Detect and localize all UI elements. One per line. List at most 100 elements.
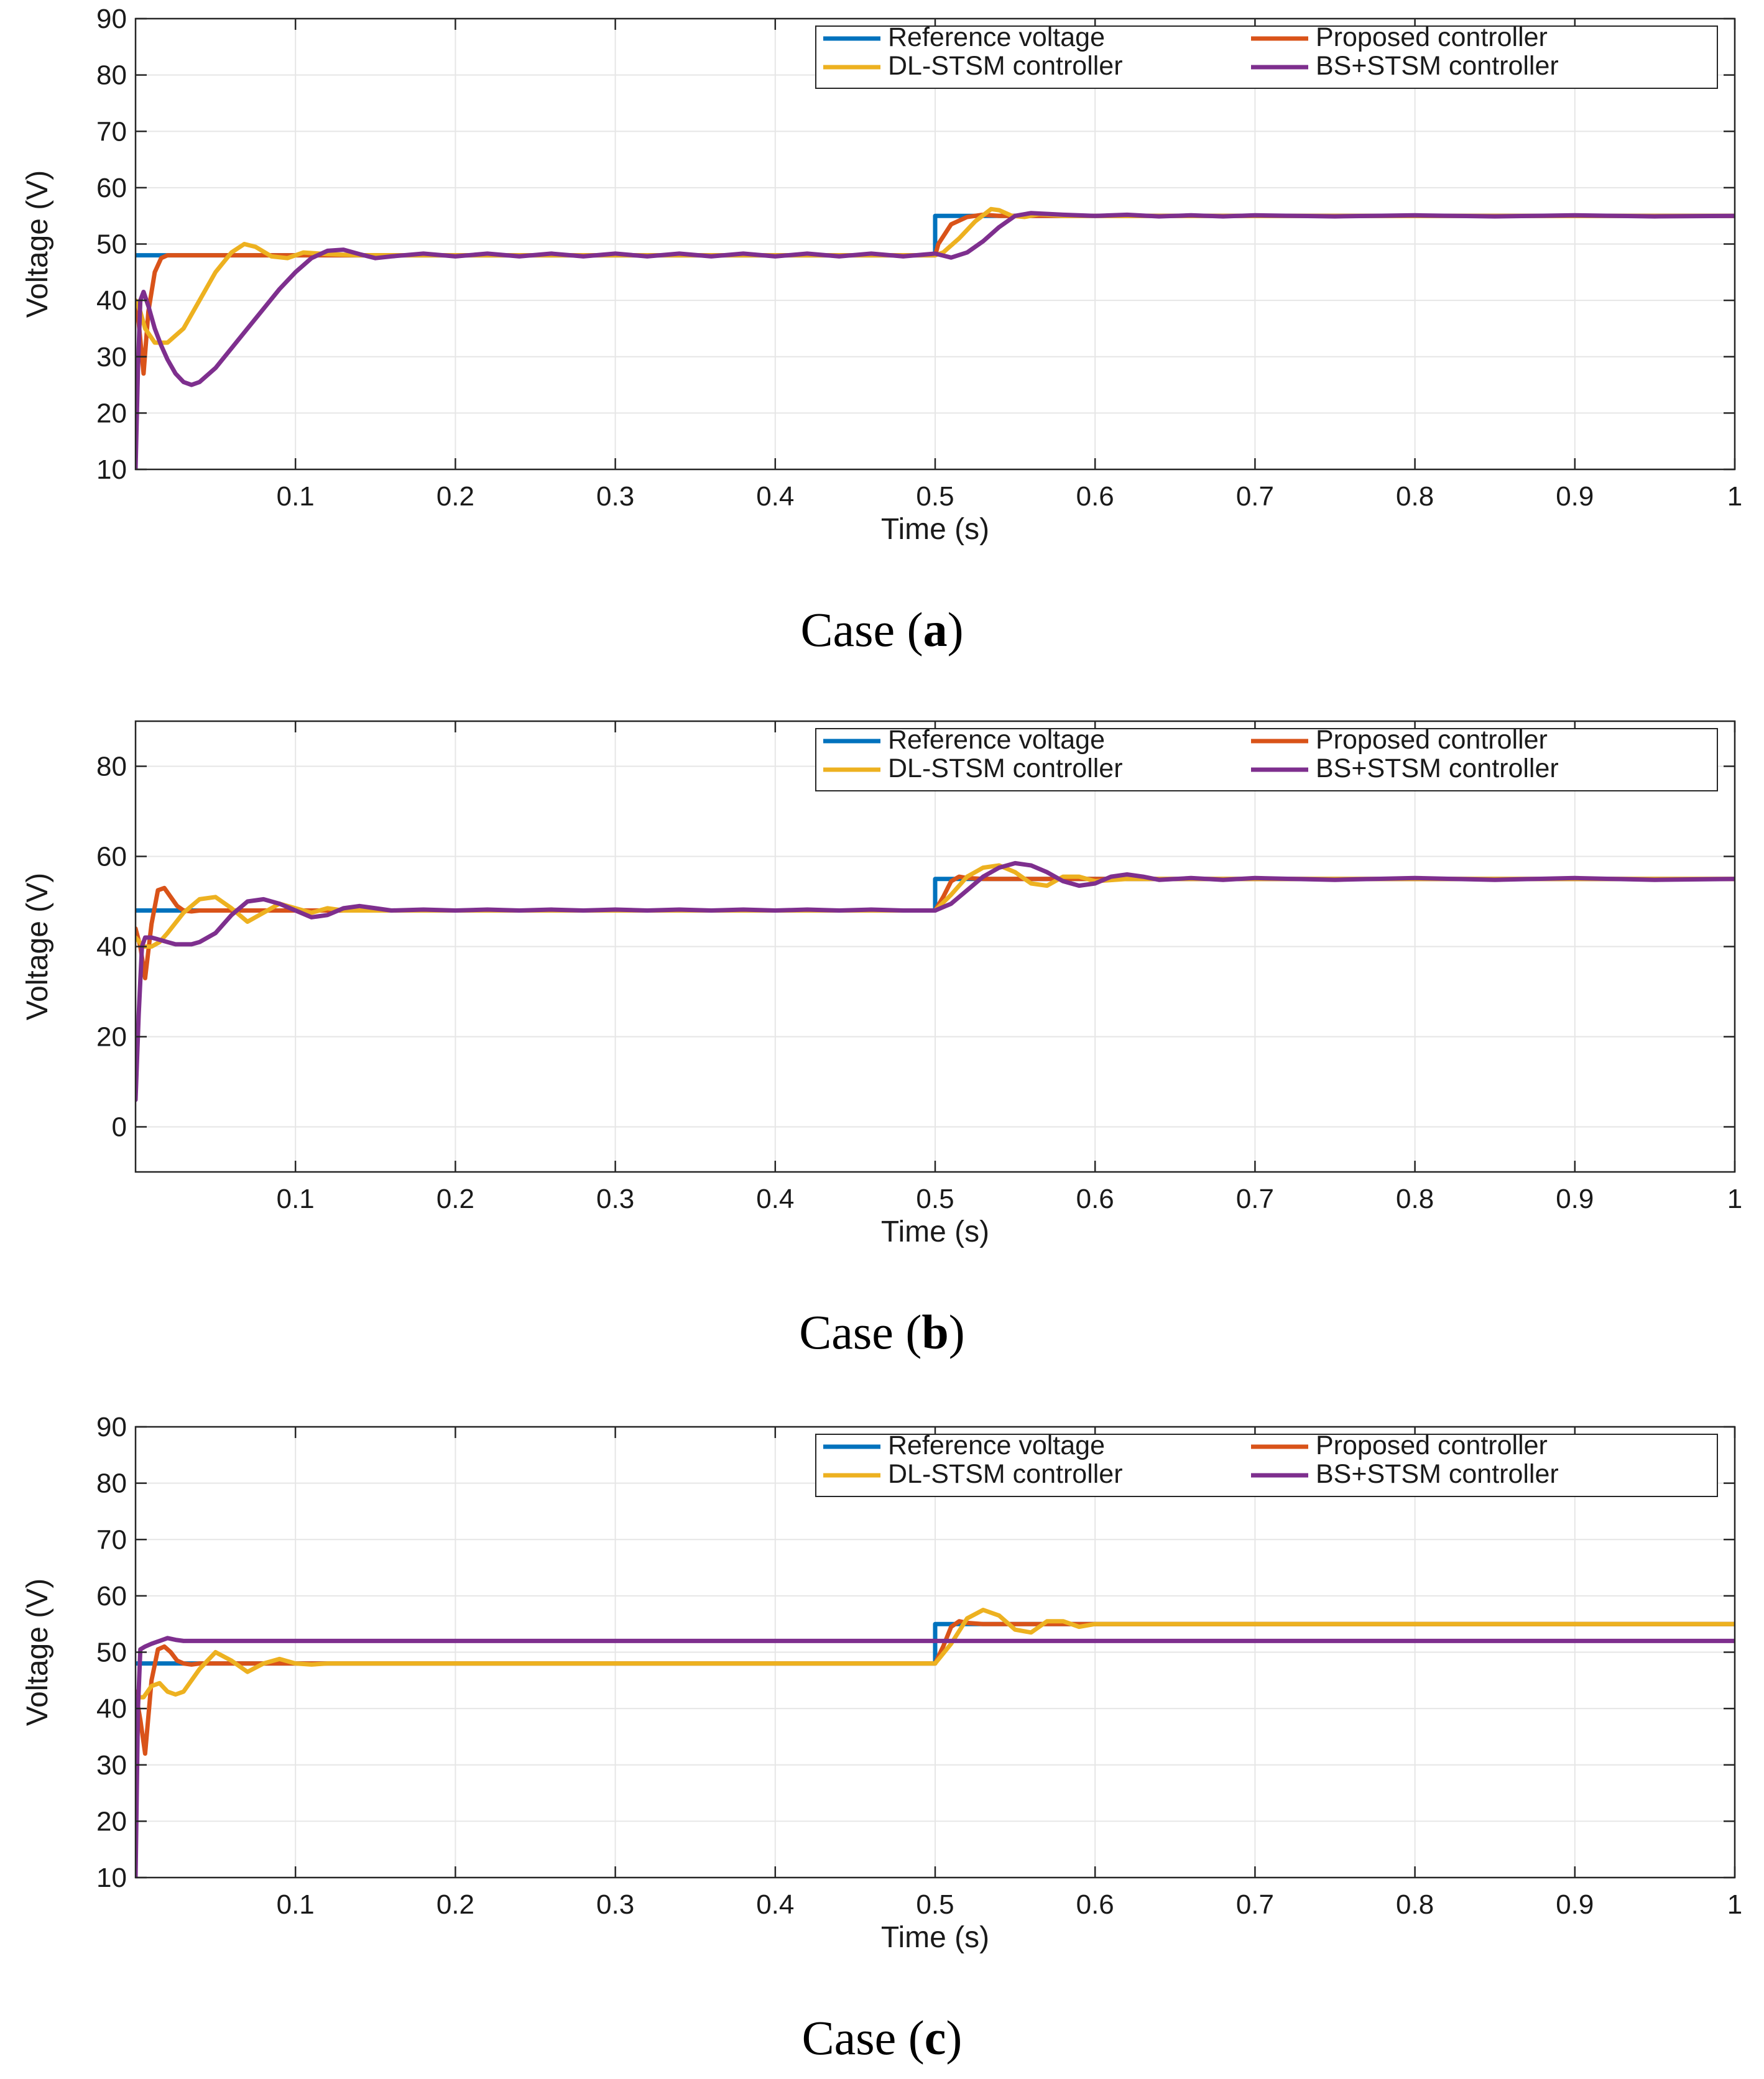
- y-tick-label: 20: [96, 1806, 127, 1837]
- series-line-bs-stsm-controller: [136, 1636, 1735, 1878]
- y-tick-label: 10: [96, 454, 127, 485]
- y-axis-title: Voltage (V): [21, 1579, 54, 1726]
- legend-label: DL-STSM controller: [888, 51, 1123, 81]
- x-tick-label: 0.8: [1396, 1184, 1434, 1214]
- series-line-bs-stsm-controller: [136, 211, 1735, 469]
- legend-label: Proposed controller: [1316, 22, 1548, 52]
- y-axis-title: Voltage (V): [21, 170, 54, 318]
- legend-label: Reference voltage: [888, 725, 1105, 755]
- caption-suffix: ): [946, 2011, 963, 2065]
- legend-label: BS+STSM controller: [1316, 754, 1559, 783]
- caption-prefix: Case (: [800, 602, 923, 657]
- caption-suffix: ): [947, 602, 964, 657]
- x-tick-label: 0.8: [1396, 481, 1434, 512]
- x-tick-label: 0.7: [1236, 1889, 1274, 1920]
- y-tick-label: 0: [112, 1112, 127, 1143]
- legend-label: Reference voltage: [888, 1431, 1105, 1460]
- x-tick-label: 0.8: [1396, 1889, 1434, 1920]
- legend-label: DL-STSM controller: [888, 1459, 1123, 1489]
- x-tick-label: 0.7: [1236, 481, 1274, 512]
- caption-prefix: Case (: [801, 2011, 925, 2065]
- caption-prefix: Case (: [799, 1305, 922, 1359]
- legend: Reference voltage Proposed controller DL-S…: [815, 1431, 1718, 1497]
- legend-item-bs-stsm-controller: BS+STSM controller: [1251, 1459, 1559, 1489]
- grid: [136, 721, 1735, 1172]
- legend-item-reference-voltage: Reference voltage: [823, 1431, 1105, 1460]
- y-tick-label: 90: [96, 1412, 127, 1442]
- x-tick-label: 0.9: [1556, 481, 1594, 512]
- ticks: 0.1 0.2 0.3 0.4 0.5 0.6 0.7 0.8 0.9 1 10 20 30 40 50 60…: [96, 1412, 1742, 1920]
- caption-case-a: Case (a): [0, 602, 1764, 658]
- x-tick-label: 1: [1727, 481, 1742, 512]
- x-tick-label: 0.7: [1236, 1184, 1274, 1214]
- series-group: [136, 860, 1735, 1102]
- x-tick-label: 0.5: [916, 1184, 954, 1214]
- legend-label: Proposed controller: [1316, 725, 1548, 755]
- y-tick-label: 60: [96, 842, 127, 872]
- caption-letter: c: [924, 2011, 946, 2065]
- y-tick-label: 90: [96, 4, 127, 34]
- chart-case-a: 0.1 0.2 0.3 0.4 0.5 0.6 0.7 0.8 0.9 1 10 20 30 40 50 60…: [21, 4, 1742, 546]
- x-tick-label: 0.4: [756, 481, 794, 512]
- x-tick-label: 0.1: [277, 1889, 315, 1920]
- legend-item-dl-stsm-controller: DL-STSM controller: [823, 1459, 1123, 1489]
- panel-case-b: 0.1 0.2 0.3 0.4 0.5 0.6 0.7 0.8 0.9 1 0 20 40 60 80 Tim…: [0, 703, 1764, 1380]
- panel-case-c: 0.1 0.2 0.3 0.4 0.5 0.6 0.7 0.8 0.9 1 10 20 30 40 50 60…: [0, 1408, 1764, 2079]
- caption-letter: b: [921, 1305, 949, 1359]
- y-tick-label: 60: [96, 173, 127, 203]
- legend: Reference voltage Proposed controller DL-S…: [815, 725, 1718, 791]
- x-axis-title: Time (s): [881, 1921, 989, 1954]
- legend-label: Proposed controller: [1316, 1431, 1548, 1460]
- x-tick-label: 0.6: [1076, 1184, 1114, 1214]
- x-tick-label: 1: [1727, 1889, 1742, 1920]
- legend-item-dl-stsm-controller: DL-STSM controller: [823, 51, 1123, 81]
- legend-item-proposed-controller: Proposed controller: [1251, 725, 1548, 755]
- y-tick-label: 30: [96, 342, 127, 372]
- x-tick-label: 0.9: [1556, 1184, 1594, 1214]
- y-tick-label: 10: [96, 1863, 127, 1893]
- panel-case-a: 0.1 0.2 0.3 0.4 0.5 0.6 0.7 0.8 0.9 1 10 20 30 40 50 60…: [0, 0, 1764, 678]
- y-axis-title: Voltage (V): [21, 873, 54, 1020]
- legend-item-bs-stsm-controller: BS+STSM controller: [1251, 51, 1559, 81]
- y-tick-label: 70: [96, 1524, 127, 1555]
- x-tick-label: 0.6: [1076, 481, 1114, 512]
- y-tick-label: 30: [96, 1750, 127, 1781]
- x-tick-label: 0.2: [436, 481, 474, 512]
- x-axis-title: Time (s): [881, 1215, 989, 1248]
- series-line-dl-stsm-controller: [136, 1608, 1735, 1700]
- caption-letter: a: [923, 602, 948, 657]
- legend: Reference voltage Proposed controller DL-S…: [815, 22, 1718, 89]
- y-tick-label: 20: [96, 398, 127, 428]
- y-tick-label: 40: [96, 1694, 127, 1724]
- ticks: 0.1 0.2 0.3 0.4 0.5 0.6 0.7 0.8 0.9 1 10 20 30 40 50 60…: [96, 4, 1742, 512]
- caption-case-b: Case (b): [0, 1304, 1764, 1360]
- chart-case-c: 0.1 0.2 0.3 0.4 0.5 0.6 0.7 0.8 0.9 1 10 20 30 40 50 60…: [21, 1412, 1742, 1954]
- x-tick-label: 0.1: [277, 1184, 315, 1214]
- legend-label: Reference voltage: [888, 22, 1105, 52]
- y-tick-label: 80: [96, 60, 127, 91]
- y-tick-label: 20: [96, 1022, 127, 1053]
- x-tick-label: 0.2: [436, 1184, 474, 1214]
- x-tick-label: 0.2: [436, 1889, 474, 1920]
- legend-label: BS+STSM controller: [1316, 1459, 1559, 1489]
- y-tick-label: 70: [96, 116, 127, 147]
- chart-case-b: 0.1 0.2 0.3 0.4 0.5 0.6 0.7 0.8 0.9 1 0 20 40 60 80 Tim…: [21, 720, 1742, 1248]
- y-tick-label: 40: [96, 932, 127, 962]
- caption-case-c: Case (c): [0, 2010, 1764, 2066]
- y-tick-label: 40: [96, 285, 127, 316]
- x-tick-label: 0.1: [277, 481, 315, 512]
- ticks: 0.1 0.2 0.3 0.4 0.5 0.6 0.7 0.8 0.9 1 0 20 40 60 80: [96, 721, 1742, 1214]
- legend-label: BS+STSM controller: [1316, 51, 1559, 81]
- y-tick-label: 80: [96, 1468, 127, 1499]
- x-tick-label: 0.9: [1556, 1889, 1594, 1920]
- legend-item-reference-voltage: Reference voltage: [823, 22, 1105, 52]
- y-tick-label: 80: [96, 752, 127, 782]
- legend-item-bs-stsm-controller: BS+STSM controller: [1251, 754, 1559, 783]
- series-line-bs-stsm-controller: [136, 860, 1735, 1102]
- caption-suffix: ): [948, 1305, 965, 1359]
- x-tick-label: 0.5: [916, 481, 954, 512]
- y-tick-label: 50: [96, 229, 127, 260]
- series-group: [136, 206, 1735, 469]
- x-tick-label: 0.3: [596, 1184, 634, 1214]
- series-line-dl-stsm-controller: [136, 206, 1735, 345]
